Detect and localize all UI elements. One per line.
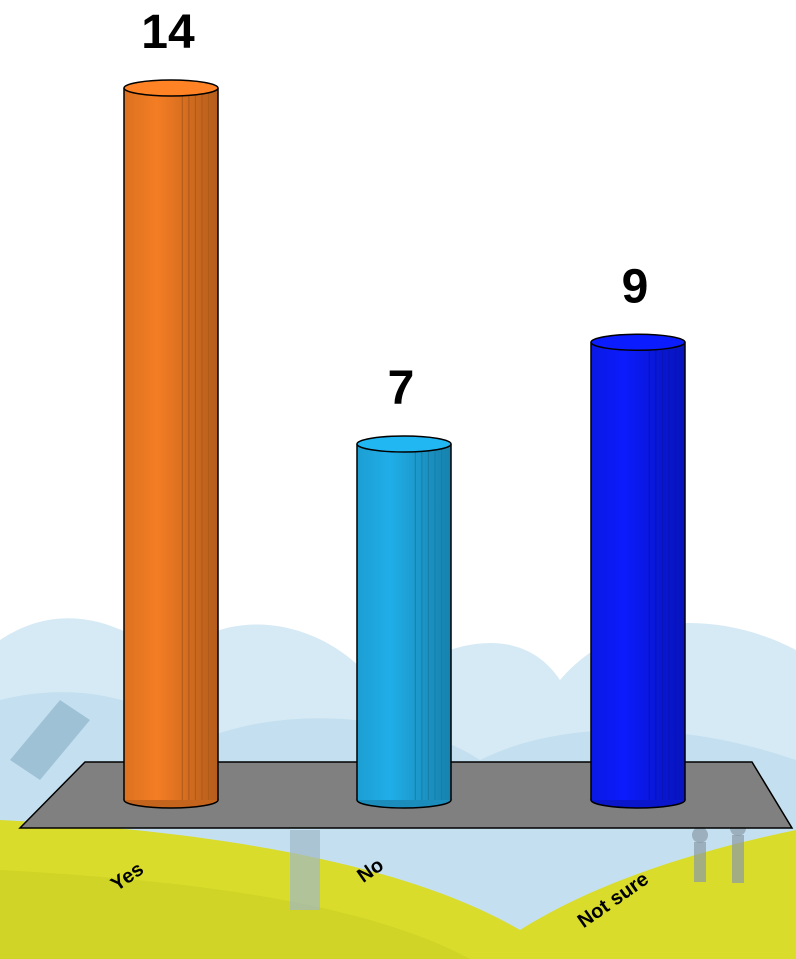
bar-top [124,80,218,96]
chart: 1479 YesNoNot sure [0,0,796,959]
bar [124,88,218,800]
value-label: 14 [141,6,195,59]
bar-top [591,334,685,350]
bar-top [357,436,451,452]
value-label: 7 [388,362,415,415]
bar [357,444,451,800]
page: 1479 YesNoNot sure (() => { const data =… [0,0,796,959]
plot-area: 14 7 9 [124,6,685,808]
value-label: 9 [622,260,649,313]
bar [591,342,685,800]
